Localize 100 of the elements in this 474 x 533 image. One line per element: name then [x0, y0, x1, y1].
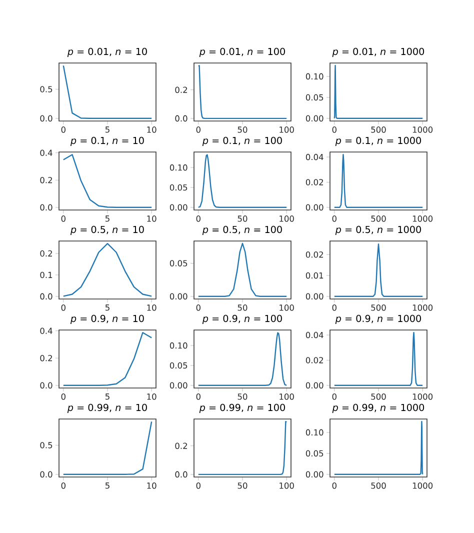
y-tick-label: 0.2 [40, 176, 52, 184]
y-tick-label: 0.5 [40, 442, 52, 448]
y-tick-label: 0.1 [40, 272, 52, 278]
y-tick-label: 0.04 [306, 332, 324, 338]
y-tick-label: 0.0 [175, 115, 188, 122]
line-series [198, 332, 288, 386]
x-tick-label: 100 [280, 304, 294, 311]
x-tick-label: 0 [196, 304, 200, 311]
chart-title: p = 0.5, n = 10 [70, 226, 144, 235]
line-series [62, 242, 152, 297]
x-tick-label: 1000 [412, 126, 433, 133]
x-tick-label: 500 [371, 216, 386, 222]
y-tick-label: 0.04 [306, 154, 324, 160]
line-series [198, 242, 288, 297]
x-tick-label: 0 [61, 304, 66, 311]
y-tick-label: 0.00 [306, 204, 324, 210]
x-tick-label: 1000 [412, 482, 433, 489]
chart-title: p = 0.99, n = 100 [199, 404, 285, 413]
line-series [198, 154, 288, 208]
y-tick-label: 0.0 [40, 115, 52, 122]
y-tick-label: 0.00 [170, 293, 188, 300]
y-tick-label: 0.0 [40, 204, 52, 211]
chart-title: p = 0.01, n = 1000 [332, 48, 424, 57]
x-tick-label: 100 [280, 126, 294, 133]
y-tick-label: 0.01 [306, 272, 324, 279]
x-tick-label: 1000 [412, 304, 433, 311]
x-tick-label: 100 [280, 216, 294, 222]
line-series [198, 64, 288, 120]
y-tick-label: 0.00 [306, 293, 324, 300]
x-tick-label: 0 [332, 394, 336, 400]
x-tick-label: 5 [105, 304, 110, 311]
chart-title: p = 0.5, n = 1000 [335, 226, 421, 235]
x-tick-label: 100 [280, 482, 294, 489]
x-tick-label: 10 [147, 304, 156, 311]
chart-title: p = 0.01, n = 100 [199, 48, 285, 57]
y-tick-label: 0.05 [170, 184, 188, 191]
y-tick-label: 0.2 [175, 442, 187, 449]
x-tick-label: 500 [371, 394, 386, 400]
x-tick-label: 100 [280, 394, 294, 400]
x-tick-label: 500 [371, 126, 386, 133]
x-tick-label: 10 [147, 216, 156, 222]
y-tick-label: 0.0 [40, 471, 52, 478]
y-tick-label: 0.4 [40, 150, 52, 156]
y-tick-label: 0.00 [306, 115, 324, 122]
line-series [334, 154, 424, 208]
y-tick-label: 0.00 [306, 382, 324, 388]
y-tick-label: 0.0 [40, 382, 52, 389]
x-tick-label: 50 [238, 304, 248, 311]
y-tick-label: 0.02 [306, 179, 323, 186]
x-tick-label: 5 [105, 126, 110, 133]
chart-title: p = 0.5, n = 100 [202, 226, 282, 235]
x-tick-label: 0 [332, 216, 336, 222]
x-tick-label: 0 [61, 126, 66, 133]
x-tick-label: 10 [147, 126, 156, 133]
y-tick-label: 0.00 [170, 382, 188, 389]
x-tick-label: 50 [238, 216, 248, 222]
y-tick-label: 0.05 [170, 260, 188, 266]
x-tick-label: 0 [61, 394, 66, 400]
y-tick-label: 0.02 [306, 357, 323, 364]
y-tick-label: 0.0 [175, 471, 188, 478]
chart-title: p = 0.1, n = 1000 [335, 136, 421, 146]
x-tick-label: 0 [332, 304, 336, 311]
chart-title: p = 0.9, n = 10 [70, 314, 144, 324]
y-tick-label: 0.0 [40, 293, 52, 300]
y-tick-label: 0.2 [175, 86, 187, 93]
x-tick-label: 0 [196, 482, 200, 489]
y-tick-label: 0.2 [40, 354, 52, 362]
x-tick-label: 5 [105, 216, 110, 222]
y-tick-label: 0.00 [306, 471, 324, 478]
x-tick-label: 10 [147, 482, 156, 489]
x-tick-label: 0 [61, 482, 66, 489]
chart-title: p = 0.99, n = 1000 [332, 404, 424, 413]
chart-title: p = 0.01, n = 10 [67, 48, 147, 57]
x-tick-label: 500 [371, 304, 386, 311]
x-tick-label: 50 [238, 482, 248, 489]
line-series [334, 64, 424, 119]
y-tick-label: 0.10 [306, 73, 324, 80]
chart-title: p = 0.9, n = 1000 [335, 314, 421, 324]
x-tick-label: 0 [61, 216, 66, 222]
x-tick-label: 0 [196, 394, 200, 400]
y-tick-label: 0.5 [40, 86, 52, 92]
x-tick-label: 0 [196, 216, 200, 222]
chart-title: p = 0.9, n = 100 [202, 314, 282, 324]
x-tick-label: 50 [238, 394, 248, 400]
y-tick-label: 0.00 [170, 204, 188, 211]
x-tick-label: 500 [371, 482, 386, 489]
y-tick-label: 0.10 [170, 342, 188, 349]
chart-title: p = 0.1, n = 100 [202, 136, 282, 146]
x-tick-label: 0 [332, 126, 336, 133]
y-tick-label: 0.05 [306, 94, 324, 101]
x-tick-label: 5 [105, 394, 110, 400]
x-tick-label: 10 [147, 394, 156, 400]
y-tick-label: 0.10 [170, 164, 188, 171]
x-tick-label: 5 [105, 482, 110, 489]
y-tick-label: 0.02 [306, 251, 323, 258]
line-series [334, 420, 424, 475]
chart-title: p = 0.1, n = 10 [70, 136, 144, 146]
line-series [198, 420, 288, 476]
x-tick-label: 0 [196, 126, 200, 133]
y-tick-label: 0.10 [306, 429, 324, 436]
